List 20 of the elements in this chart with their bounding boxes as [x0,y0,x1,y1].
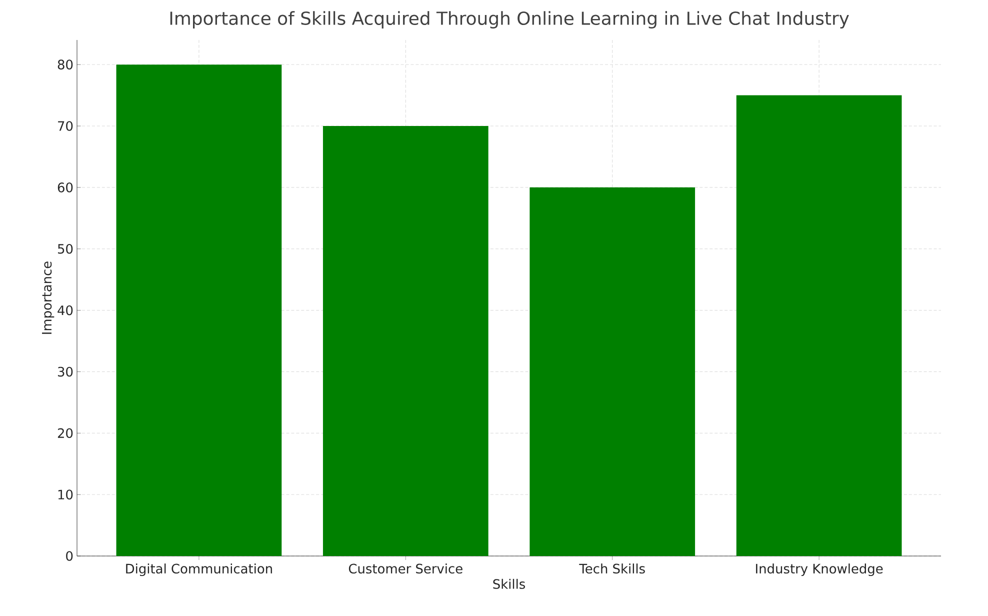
y-tick-label: 30 [58,366,73,377]
x-axis-title: Skills [493,578,526,589]
x-tick-label: Customer Service [348,564,462,574]
y-tick-label: 80 [58,60,73,70]
y-tick-label: 50 [58,244,73,254]
x-tick-label: Digital Communication [126,564,272,576]
y-tick-label: 60 [58,182,73,192]
x-tick-label: Tech Skills [579,564,645,574]
y-tick-label: 40 [58,305,73,316]
bar [736,95,902,556]
y-tick-label: 20 [58,428,73,438]
chart-title: Importance of Skills Acquired Through Online Learning in Live Chat Industry [170,11,849,29]
bar [530,187,696,556]
bar [116,64,282,556]
y-tick-label: 10 [58,490,73,500]
y-tick-label: 70 [58,121,73,131]
x-tick-label: Industry Knowledge [756,564,883,576]
y-tick-label: 0 [66,551,73,561]
y-axis-title: Importance [42,262,54,334]
bar [322,126,488,556]
